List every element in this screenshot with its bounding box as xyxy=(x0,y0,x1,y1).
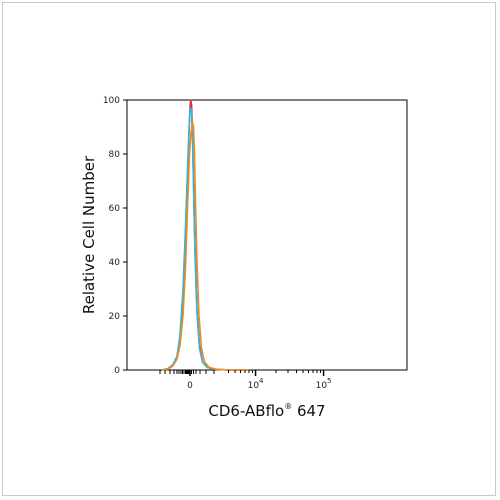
histogram-series-2 xyxy=(161,107,249,371)
x-tick-label-exponent: 5 xyxy=(327,377,331,385)
y-tick-label: 80 xyxy=(109,150,121,160)
x-tick-label-exponent: 4 xyxy=(259,377,264,385)
y-axis-label: Relative Cell Number xyxy=(80,155,98,314)
y-tick-label: 60 xyxy=(109,204,121,214)
x-tick-label-base: 10 xyxy=(316,381,328,391)
x-tick-label-base: 10 xyxy=(248,381,260,391)
histogram-series-1 xyxy=(161,99,249,371)
x-tick-label: 104 xyxy=(248,377,264,391)
x-axis-label-registered-mark: ® xyxy=(284,402,292,411)
x-tick-label-base: 0 xyxy=(187,381,193,391)
histogram-series-3 xyxy=(161,120,249,371)
x-tick-label: 0 xyxy=(187,381,193,391)
y-axis: 0 20 40 60 80 100 xyxy=(103,96,127,376)
y-tick-label: 20 xyxy=(109,312,121,322)
x-axis: 0 104 105 xyxy=(159,370,332,391)
x-axis-label: CD6-ABflo® 647 xyxy=(208,402,325,420)
x-axis-label-suffix: 647 xyxy=(292,402,325,420)
plot-area xyxy=(126,99,408,371)
x-tick-label: 105 xyxy=(316,377,332,391)
series-layer xyxy=(161,99,249,371)
x-axis-label-main: CD6-ABflo xyxy=(208,402,284,420)
plot-box xyxy=(126,99,408,371)
y-tick-label: 0 xyxy=(114,366,120,376)
figure-frame xyxy=(2,2,496,496)
y-tick-label: 100 xyxy=(103,96,120,106)
y-tick-label: 40 xyxy=(109,258,121,268)
